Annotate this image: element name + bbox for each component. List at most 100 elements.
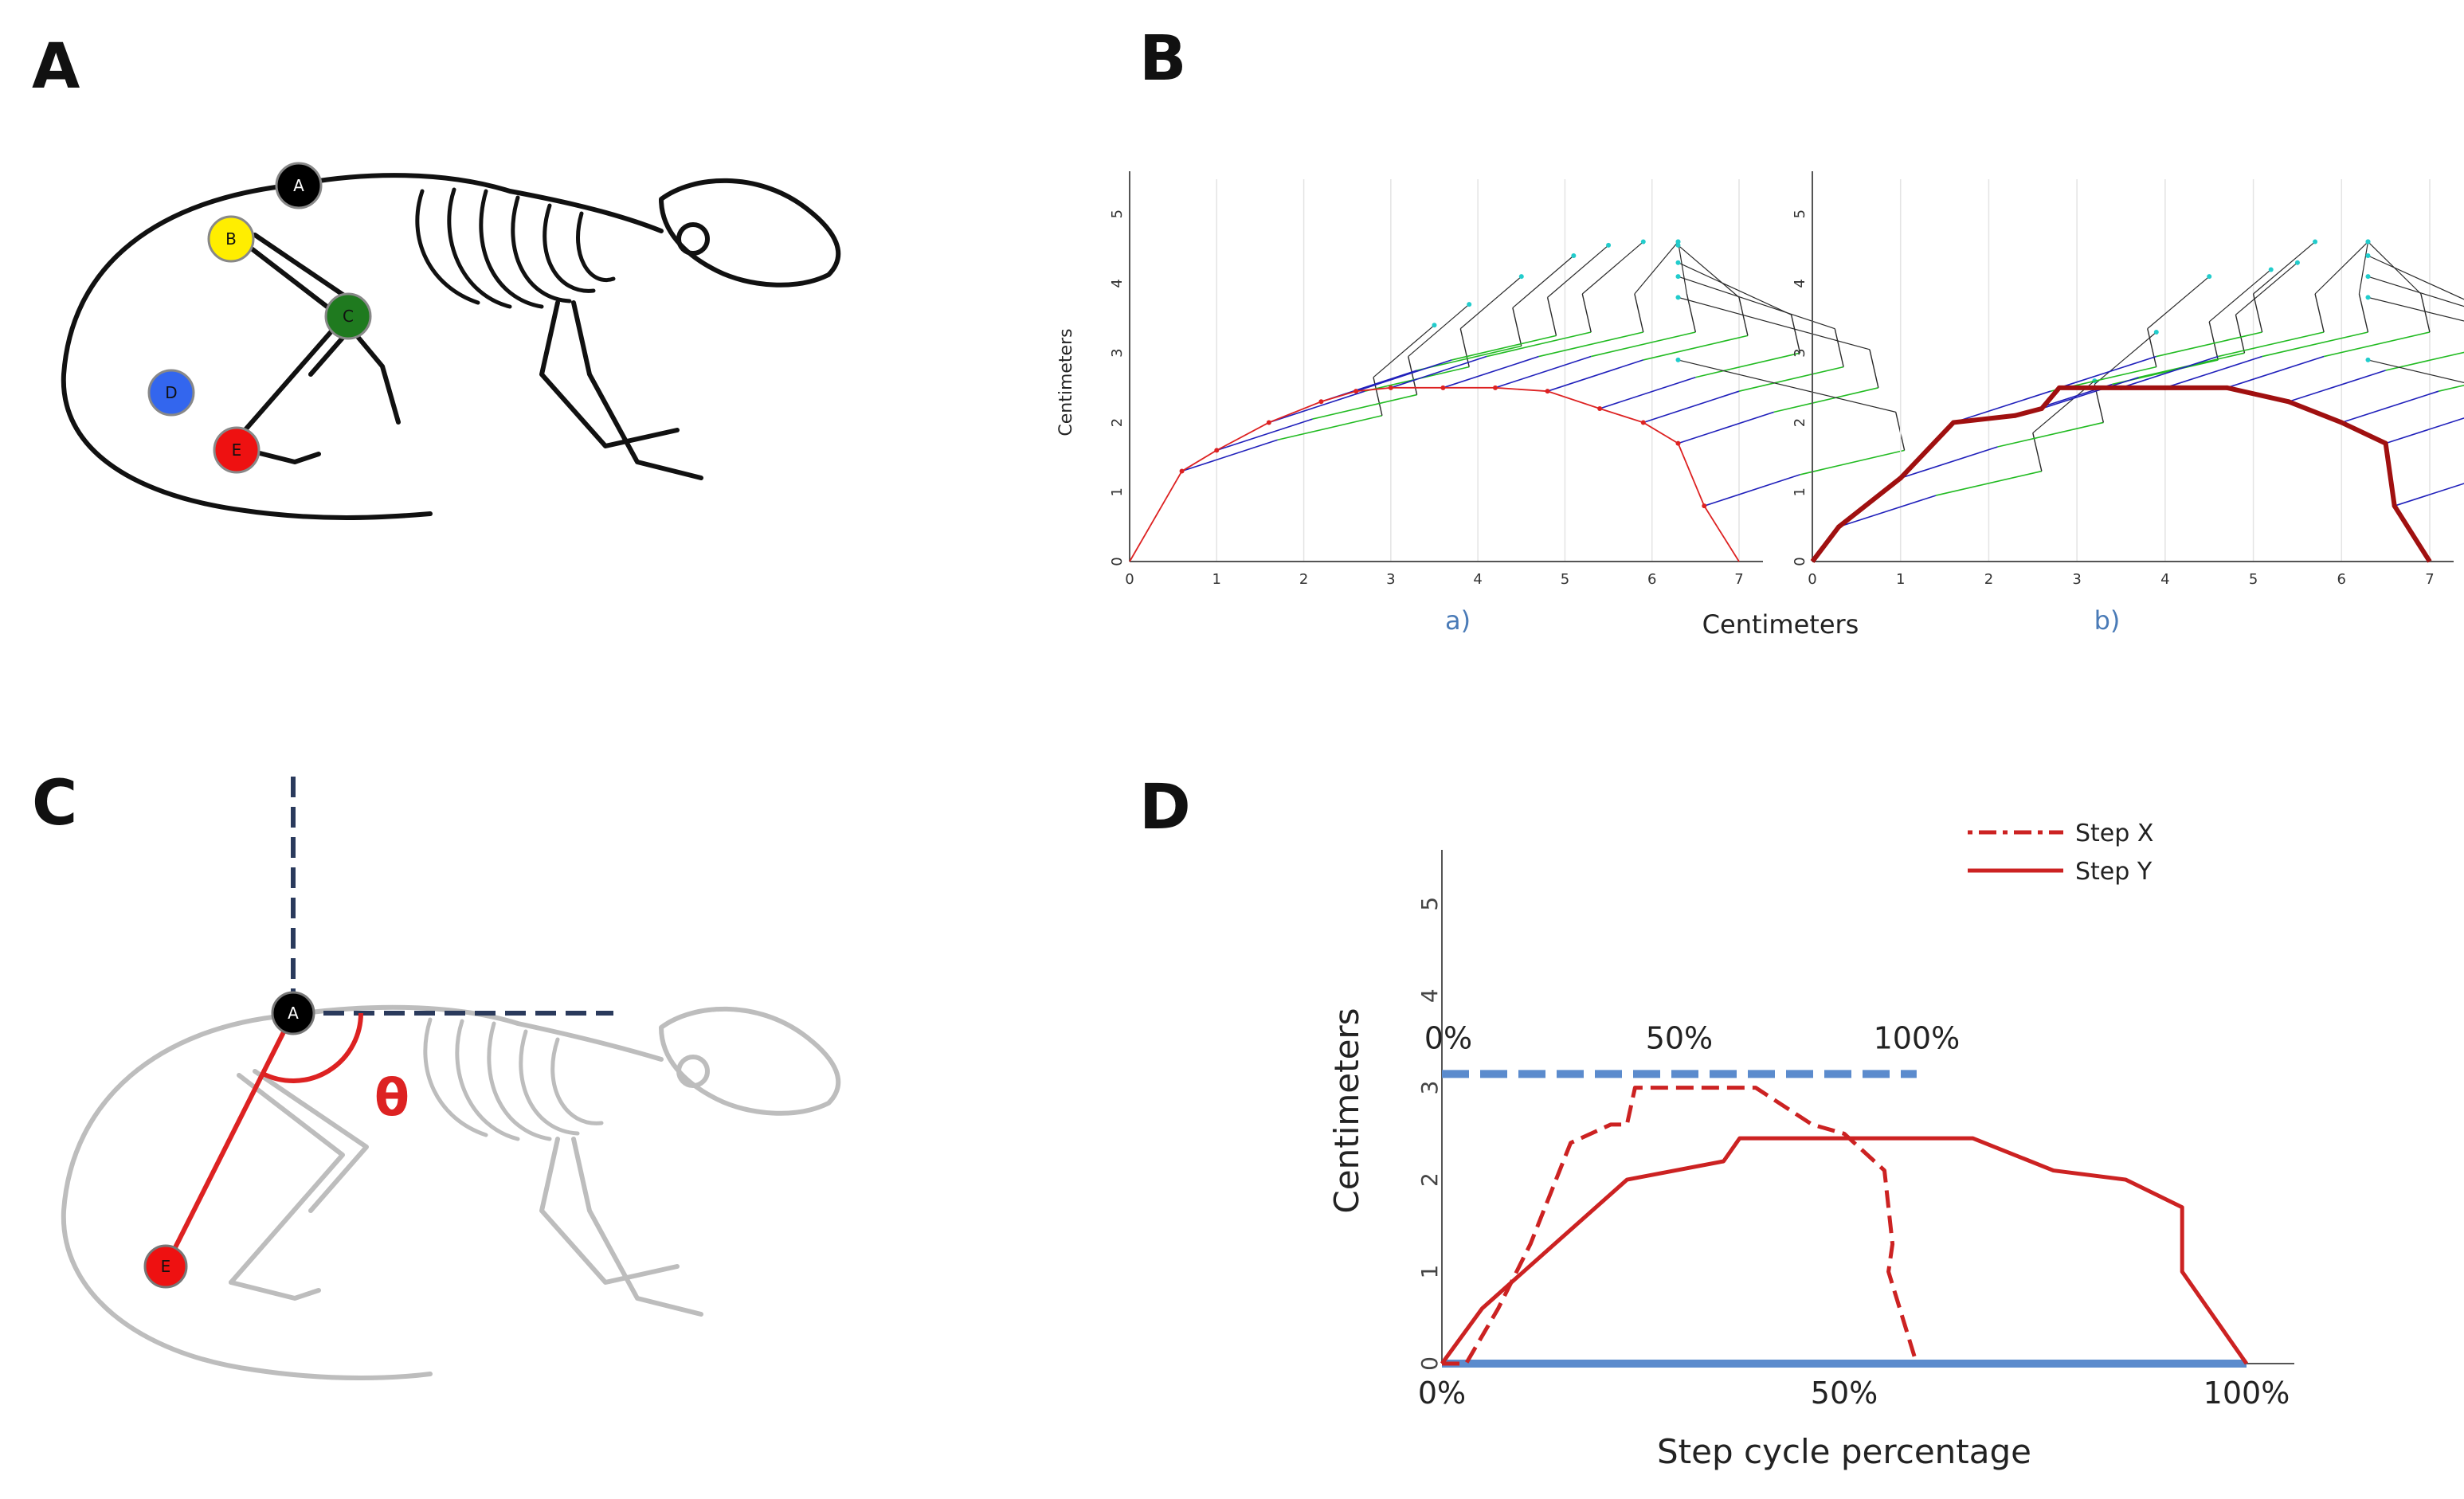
x-tick-label: 5 bbox=[1561, 571, 1569, 588]
hip-marker bbox=[2365, 274, 2371, 280]
segment-foot bbox=[1443, 355, 1539, 389]
y-tick-label: 5 bbox=[1109, 209, 1126, 218]
y-tick-label: 3 bbox=[1792, 348, 1808, 357]
x-tick-label: 0 bbox=[1808, 571, 1816, 588]
toe-trajectory-highlight bbox=[1810, 385, 2432, 563]
segment-thigh bbox=[1869, 349, 1879, 388]
hip-marker bbox=[2313, 239, 2318, 245]
segment-shank bbox=[1538, 331, 1643, 358]
y-tick-label: 3 bbox=[1416, 1081, 1443, 1095]
panel-a: A bbox=[32, 31, 841, 520]
segment-shank bbox=[1800, 449, 1905, 476]
hip-marker bbox=[1675, 239, 1681, 245]
segment-hip bbox=[1678, 296, 1871, 350]
segment-shank bbox=[1773, 387, 1879, 413]
segment-thigh bbox=[2358, 293, 2369, 333]
segment-hip bbox=[2253, 241, 2316, 295]
segment-hip bbox=[2368, 276, 2464, 307]
segment-foot bbox=[1838, 495, 1937, 528]
segment-hip bbox=[1678, 245, 1740, 298]
marker-a-c-label: A bbox=[288, 1004, 299, 1023]
y-tick-label: 5 bbox=[1792, 209, 1808, 218]
segment-foot bbox=[1547, 359, 1644, 392]
segment-foot bbox=[2394, 483, 2464, 507]
segment-foot bbox=[1268, 390, 1365, 424]
segment-shank bbox=[1935, 470, 2043, 496]
panel-b: B Centimeters Centimeters a) b) 0 1 2 3 4 5 6 7… bbox=[1056, 23, 2464, 640]
segment-thigh bbox=[2208, 321, 2219, 361]
marker-c-a-label: C bbox=[343, 307, 354, 326]
segment-shank bbox=[1738, 366, 1844, 392]
timeline-tick-label: 0% bbox=[1424, 1020, 1472, 1055]
segment-hip bbox=[1547, 245, 1609, 298]
segment-hip bbox=[2368, 255, 2464, 300]
hip-marker bbox=[2365, 239, 2371, 245]
segment-thigh bbox=[1408, 356, 1418, 395]
marker-d-a-label: D bbox=[165, 383, 177, 402]
marker-a-c bbox=[271, 991, 315, 1035]
segment-foot bbox=[1678, 411, 1774, 444]
x-tick-label: 0% bbox=[1418, 1376, 1466, 1411]
x-tick-label: 3 bbox=[2072, 571, 2081, 588]
x-tick-label: 1 bbox=[1212, 571, 1221, 588]
hip-marker bbox=[2153, 330, 2159, 335]
segment-foot bbox=[2385, 417, 2464, 444]
theta-label: θ bbox=[374, 1069, 409, 1128]
segment-thigh bbox=[1790, 315, 1801, 354]
x-tick-label: 3 bbox=[1386, 571, 1395, 588]
stick-plot-a: 0 1 2 3 4 5 6 7 0 1 2 3 4 5 bbox=[1109, 171, 1906, 588]
segment-shank bbox=[1312, 393, 1417, 420]
segment-foot bbox=[2121, 355, 2219, 389]
y-tick-label: 4 bbox=[1416, 988, 1443, 1003]
segment-foot bbox=[1494, 355, 1592, 389]
segment-shank bbox=[1277, 414, 1383, 441]
x-tick-label: 7 bbox=[2425, 571, 2434, 588]
panel-b-ylabel: Centimeters bbox=[1056, 328, 1076, 436]
segment-hip bbox=[1678, 276, 1835, 330]
segment-thigh bbox=[1634, 293, 1644, 333]
segment-foot bbox=[2041, 376, 2139, 409]
hip-marker bbox=[1675, 242, 1681, 248]
hip-marker bbox=[2294, 260, 2300, 265]
y-tick-label: 3 bbox=[1109, 348, 1126, 357]
segment-hip bbox=[1677, 241, 1688, 295]
segment-foot bbox=[1216, 418, 1313, 452]
timeline-tick-label: 50% bbox=[1646, 1020, 1713, 1055]
panel-letter-b: B bbox=[1139, 23, 1186, 95]
x-tick-label: 6 bbox=[2337, 571, 2346, 588]
x-tick-label: 5 bbox=[2249, 571, 2258, 588]
y-tick-label: 2 bbox=[1109, 418, 1126, 427]
hip-marker bbox=[1675, 260, 1681, 265]
y-tick-label: 1 bbox=[1792, 487, 1808, 496]
segment-foot bbox=[2059, 355, 2157, 389]
segment-hip bbox=[2235, 262, 2298, 315]
x-tick-label: 50% bbox=[1811, 1376, 1878, 1411]
segment-foot bbox=[1900, 446, 1998, 479]
stick-plot-b: 0 1 2 3 4 5 6 7 0 1 2 3 4 5 bbox=[1792, 171, 2464, 588]
segment-shank bbox=[2156, 331, 2262, 358]
y-tick-label: 4 bbox=[1792, 279, 1808, 288]
panel-letter-d: D bbox=[1139, 772, 1191, 843]
y-tick-label: 1 bbox=[1109, 487, 1126, 496]
y-tick-label: 2 bbox=[1416, 1172, 1443, 1187]
hip-marker bbox=[2365, 253, 2371, 258]
hip-marker bbox=[1675, 357, 1681, 362]
segment-foot bbox=[2341, 390, 2439, 424]
marker-b-a-label: B bbox=[225, 229, 237, 249]
segment-thigh bbox=[1834, 328, 1844, 367]
hip-marker bbox=[1518, 274, 1524, 280]
segment-shank bbox=[2262, 331, 2368, 358]
timeline-tick-label: 100% bbox=[1874, 1020, 1961, 1055]
y-tick-label: 0 bbox=[1109, 557, 1126, 566]
segment-hip bbox=[1459, 276, 1522, 330]
segment-hip bbox=[1634, 241, 1679, 295]
segment-foot bbox=[1643, 390, 1740, 424]
x-tick-label: 7 bbox=[1734, 571, 1743, 588]
segment-hip bbox=[2094, 331, 2157, 385]
segment-foot bbox=[1355, 359, 1452, 392]
limb-vector-line bbox=[163, 1012, 296, 1268]
hip-marker bbox=[2365, 357, 2371, 362]
